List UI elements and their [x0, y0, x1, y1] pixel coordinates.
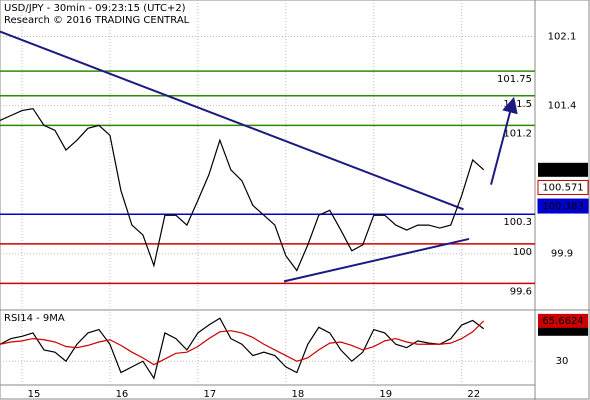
value-tag [538, 313, 588, 328]
indicator-tag [537, 198, 589, 214]
value-tag-label: 100.75 [546, 165, 581, 176]
trendline [0, 30, 464, 211]
indicator-tag-label: 100.383 [542, 201, 583, 212]
indicator-tag-label: 100.571 [542, 182, 583, 193]
chart-subtitle: Research © 2016 TRADING CENTRAL [4, 15, 190, 26]
level-label: 101.5 [503, 99, 532, 110]
level-label: 100.3 [503, 217, 532, 228]
series-line [0, 107, 485, 272]
x-tick-label: 16 [116, 389, 129, 400]
rsi-title: RSI14 - 9MA [4, 313, 65, 324]
series-line [0, 320, 485, 366]
level-label: 99.6 [510, 286, 532, 297]
y-tick-label: 99.9 [551, 249, 573, 260]
chart-title: USD/JPY - 30min - 09:23:15 (UTC+2) [4, 3, 186, 14]
y-tick-label: 102.1 [548, 32, 577, 43]
x-tick-label: 17 [204, 389, 217, 400]
x-tick-label: 19 [379, 389, 392, 400]
y-tick-label: 101.4 [548, 101, 577, 112]
level-label: 101.2 [503, 128, 532, 139]
series-line [0, 317, 485, 380]
trendline [283, 237, 470, 283]
value-tag [538, 162, 588, 177]
y-tick-label: 30 [556, 356, 569, 367]
indicator-tag [537, 179, 589, 195]
level-label: 101.75 [497, 74, 532, 85]
projection-arrow [490, 96, 518, 185]
level-label: 100 [513, 247, 532, 258]
x-tick-label: 15 [28, 389, 41, 400]
x-tick-label: 22 [467, 389, 480, 400]
value-tag-label: 58.6748 [542, 324, 583, 335]
x-tick-label: 18 [291, 389, 304, 400]
value-tag-label: 65.6624 [542, 316, 583, 327]
